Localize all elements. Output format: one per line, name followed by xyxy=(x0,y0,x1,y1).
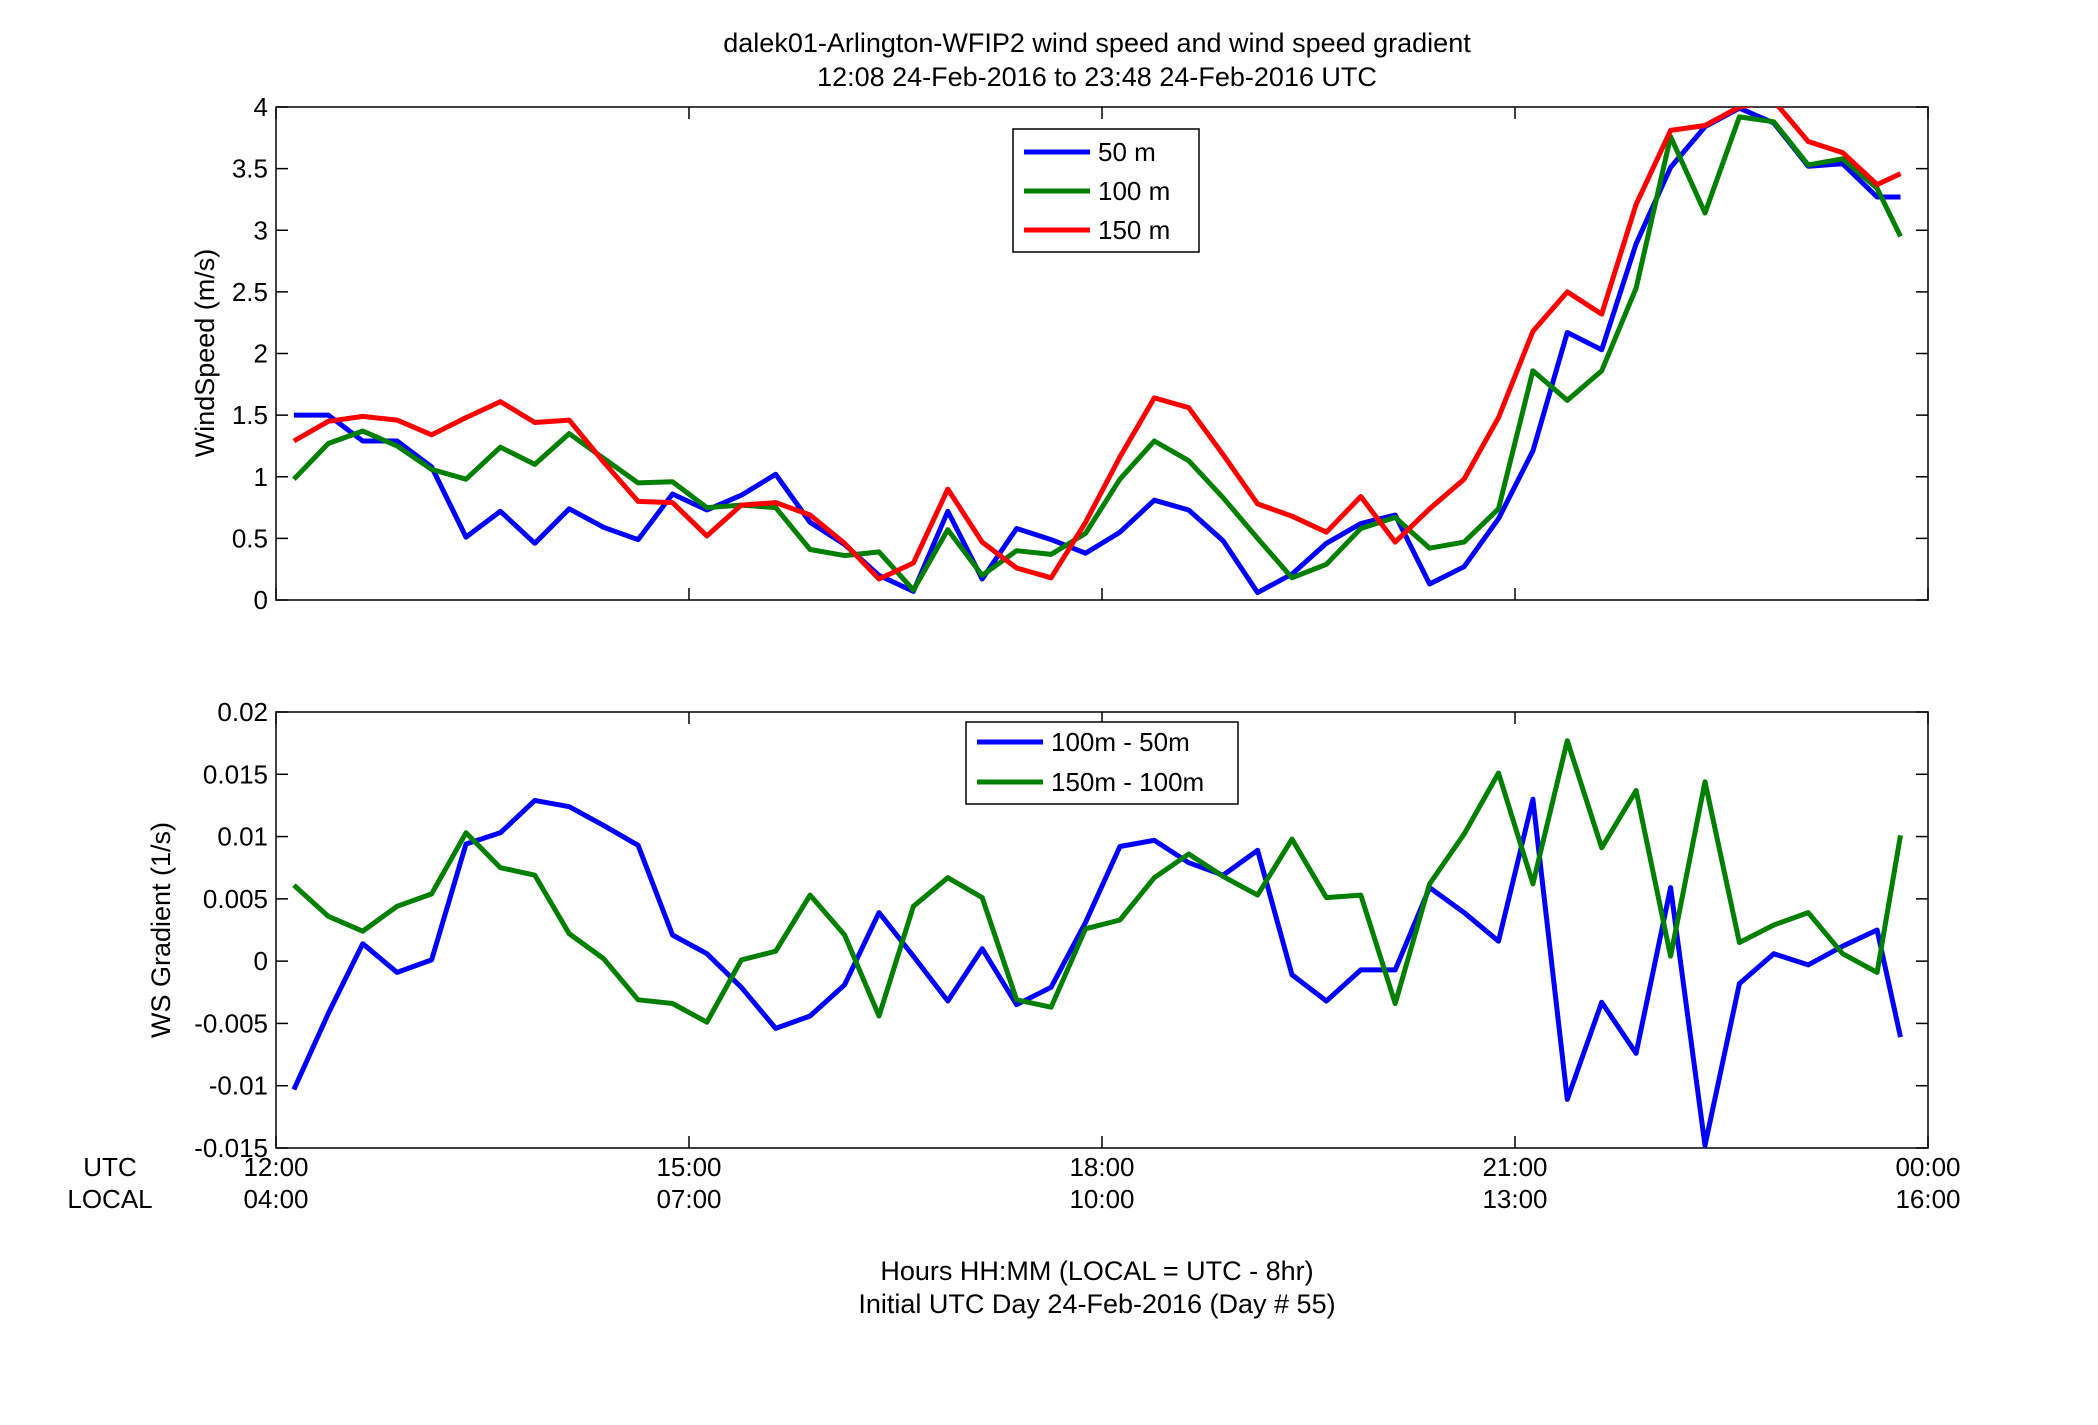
y-tick-label: 0 xyxy=(254,946,268,976)
figure-title-line1: dalek01-Arlington-WFIP2 wind speed and w… xyxy=(723,28,1471,58)
y-tick-label: 3 xyxy=(254,215,268,245)
windspeed-legend: 50 m 100 m 150 m xyxy=(1012,128,1200,253)
gradient-series-100m-50m xyxy=(291,796,1903,1148)
gradient-x-ticks xyxy=(275,712,1929,1148)
windspeed-panel: 0 0.5 1 1.5 2 2.5 3 3.5 4 WindSpeed (m/s) 50 m 1… xyxy=(190,92,1929,615)
utc-row-label: UTC xyxy=(83,1152,136,1182)
gradient-series-lines xyxy=(291,738,1903,1148)
y-tick-label: 0.02 xyxy=(217,697,268,727)
y-tick-label: 1 xyxy=(254,462,268,492)
y-tick-label: 0.5 xyxy=(232,523,268,553)
y-tick-label: 0.015 xyxy=(203,759,268,789)
utc-tick-label: 18:00 xyxy=(1069,1152,1134,1182)
windspeed-x-ticks xyxy=(275,107,1929,600)
local-tick-label: 16:00 xyxy=(1895,1184,1960,1214)
legend-label-150m-100m: 150m - 100m xyxy=(1051,767,1204,797)
utc-tick-label: 21:00 xyxy=(1482,1152,1547,1182)
y-tick-label: 3.5 xyxy=(232,154,268,184)
legend-label-50m: 50 m xyxy=(1098,137,1156,167)
legend-label-100m-50m: 100m - 50m xyxy=(1051,727,1190,757)
x-axis-label-line1: Hours HH:MM (LOCAL = UTC - 8hr) xyxy=(880,1256,1313,1286)
gradient-panel: -0.015 -0.01 -0.005 0 0.005 0.01 0.015 0.02 WS … xyxy=(146,697,1929,1163)
windspeed-y-axis-label: WindSpeed (m/s) xyxy=(190,249,220,458)
local-tick-label: 10:00 xyxy=(1069,1184,1134,1214)
y-tick-label: -0.005 xyxy=(194,1008,268,1038)
y-tick-label: 1.5 xyxy=(232,400,268,430)
x-axis-label-line2: Initial UTC Day 24-Feb-2016 (Day # 55) xyxy=(858,1289,1335,1319)
utc-tick-label: 15:00 xyxy=(656,1152,721,1182)
local-row-label: LOCAL xyxy=(67,1184,152,1214)
gradient-legend-box xyxy=(965,721,1239,805)
legend-label-100m: 100 m xyxy=(1098,176,1170,206)
gradient-y-axis-label: WS Gradient (1/s) xyxy=(146,822,176,1038)
y-tick-label: -0.015 xyxy=(194,1133,268,1163)
windspeed-series-150-m xyxy=(292,107,1902,582)
windspeed-series-lines xyxy=(292,107,1903,596)
local-tick-label: 07:00 xyxy=(656,1184,721,1214)
windspeed-y-ticks: 0 0.5 1 1.5 2 2.5 3 3.5 4 xyxy=(232,92,1928,615)
y-tick-label: 2.5 xyxy=(232,277,268,307)
utc-tick-label: 00:00 xyxy=(1895,1152,1960,1182)
legend-label-150m: 150 m xyxy=(1098,215,1170,245)
utc-tick-labels: 12:00 15:00 18:00 21:00 00:00 xyxy=(243,1152,1960,1182)
windspeed-series-50-m xyxy=(293,107,1901,596)
windspeed-series-100-m xyxy=(292,114,1903,593)
y-tick-label: 0.005 xyxy=(203,884,268,914)
utc-tick-label: 12:00 xyxy=(243,1152,308,1182)
local-tick-label: 04:00 xyxy=(243,1184,308,1214)
y-tick-label: 4 xyxy=(254,92,268,122)
gradient-y-ticks: -0.015 -0.01 -0.005 0 0.005 0.01 0.015 0.02 xyxy=(194,697,1928,1163)
y-tick-label: -0.01 xyxy=(209,1071,268,1101)
y-tick-label: 0 xyxy=(254,585,268,615)
y-tick-label: 0.01 xyxy=(217,822,268,852)
figure-title-line2: 12:08 24-Feb-2016 to 23:48 24-Feb-2016 U… xyxy=(817,62,1377,92)
local-tick-label: 13:00 xyxy=(1482,1184,1547,1214)
gradient-series-150m-100m xyxy=(292,738,1903,1025)
local-tick-labels: 04:00 07:00 10:00 13:00 16:00 xyxy=(243,1184,1960,1214)
y-tick-label: 2 xyxy=(254,339,268,369)
gradient-legend: 100m - 50m 150m - 100m xyxy=(965,721,1239,805)
